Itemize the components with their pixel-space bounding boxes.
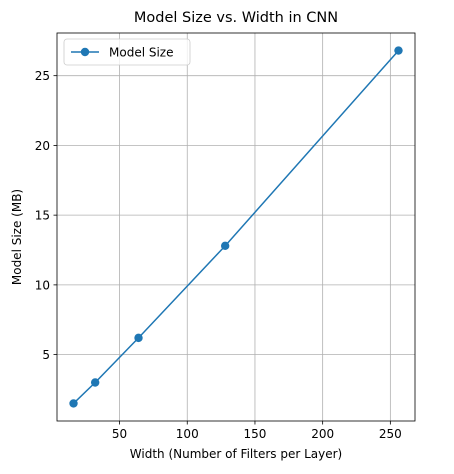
y-axis-label: Model Size (MB) bbox=[10, 189, 24, 285]
x-tick-label: 200 bbox=[311, 427, 334, 441]
y-tick-label: 5 bbox=[42, 348, 50, 362]
axes: 50 100 150 200 250 5 10 15 20 25 bbox=[35, 32, 416, 441]
x-tick-label: 100 bbox=[176, 427, 199, 441]
x-tick-label: 150 bbox=[244, 427, 267, 441]
data-point-marker bbox=[220, 241, 230, 251]
y-tick-label: 20 bbox=[35, 139, 50, 153]
x-tick-label: 250 bbox=[379, 427, 402, 441]
y-tick-label: 25 bbox=[35, 69, 50, 83]
chart-title: Model Size vs. Width in CNN bbox=[134, 10, 338, 26]
plot-area-frame bbox=[56, 32, 416, 422]
data-point-marker bbox=[90, 378, 100, 387]
data-point-marker bbox=[394, 46, 403, 55]
legend: Model Size bbox=[63, 38, 191, 66]
grid bbox=[57, 33, 415, 421]
series-line bbox=[72, 50, 400, 404]
data-point-marker bbox=[69, 399, 78, 408]
y-tick-label: 10 bbox=[35, 278, 50, 292]
data-series bbox=[69, 46, 403, 408]
y-tick-label: 15 bbox=[35, 209, 50, 223]
x-axis-label: Width (Number of Filters per Layer) bbox=[130, 447, 342, 461]
legend-marker-swatch bbox=[80, 47, 90, 57]
legend-label: Model Size bbox=[109, 46, 173, 60]
x-tick-label: 50 bbox=[112, 427, 127, 441]
data-point-marker bbox=[134, 333, 143, 343]
legend-box bbox=[63, 38, 191, 66]
